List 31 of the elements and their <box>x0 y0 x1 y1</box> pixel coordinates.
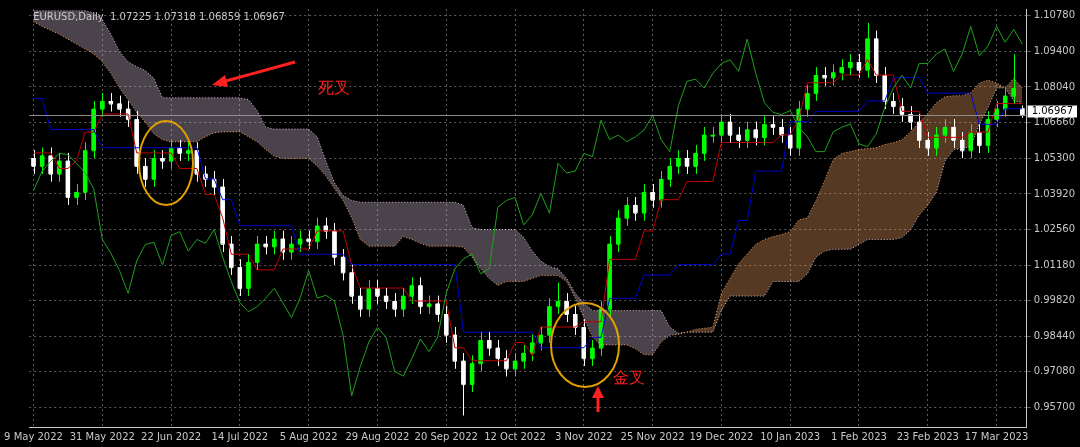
y-tick-label: 0.97080 <box>1033 365 1076 377</box>
x-tick-label: 25 Nov 2022 <box>620 430 685 442</box>
x-tick-label: 19 Dec 2022 <box>689 430 754 442</box>
x-tick-label: 17 Mar 2023 <box>964 430 1029 442</box>
x-tick-label: 14 Jul 2022 <box>211 430 269 442</box>
x-tick-label: 10 Jan 2023 <box>760 430 821 442</box>
y-tick-label: 1.03920 <box>1033 187 1076 199</box>
y-tick-label: 1.09400 <box>1033 45 1076 57</box>
x-tick-label: 3 Nov 2022 <box>554 430 613 442</box>
annotation: 死叉 <box>318 77 351 97</box>
x-tick-label: 22 Jun 2022 <box>141 430 202 442</box>
y-tick-label: 0.99820 <box>1033 294 1076 306</box>
x-tick-label: 9 May 2022 <box>4 430 63 442</box>
x-tick-label: 29 Aug 2022 <box>345 430 410 442</box>
ref-line-label: 1.06967 <box>1031 105 1074 117</box>
x-tick-label: 20 Sep 2022 <box>414 430 478 442</box>
y-tick-label: 0.95700 <box>1033 401 1076 413</box>
annotation: 金叉 <box>612 368 645 388</box>
y-tick-label: 1.02560 <box>1033 222 1076 234</box>
x-tick-label: 23 Feb 2023 <box>896 430 959 442</box>
x-tick-label: 12 Oct 2022 <box>484 430 546 442</box>
x-tick-label: 31 May 2022 <box>69 430 135 442</box>
x-tick-label: 1 Feb 2023 <box>831 430 887 442</box>
chart-title: EURUSD,Daily 1.07225 1.07318 1.06859 1.06967 <box>33 10 285 22</box>
y-tick-label: 1.10780 <box>1033 9 1076 21</box>
x-tick-label: 5 Aug 2022 <box>279 430 338 442</box>
y-tick-label: 0.98440 <box>1033 329 1076 341</box>
y-tick-label: 1.05300 <box>1033 151 1076 163</box>
y-tick-label: 1.06660 <box>1033 116 1076 128</box>
y-tick-label: 1.01180 <box>1033 258 1076 270</box>
y-tick-label: 1.08040 <box>1033 80 1076 92</box>
